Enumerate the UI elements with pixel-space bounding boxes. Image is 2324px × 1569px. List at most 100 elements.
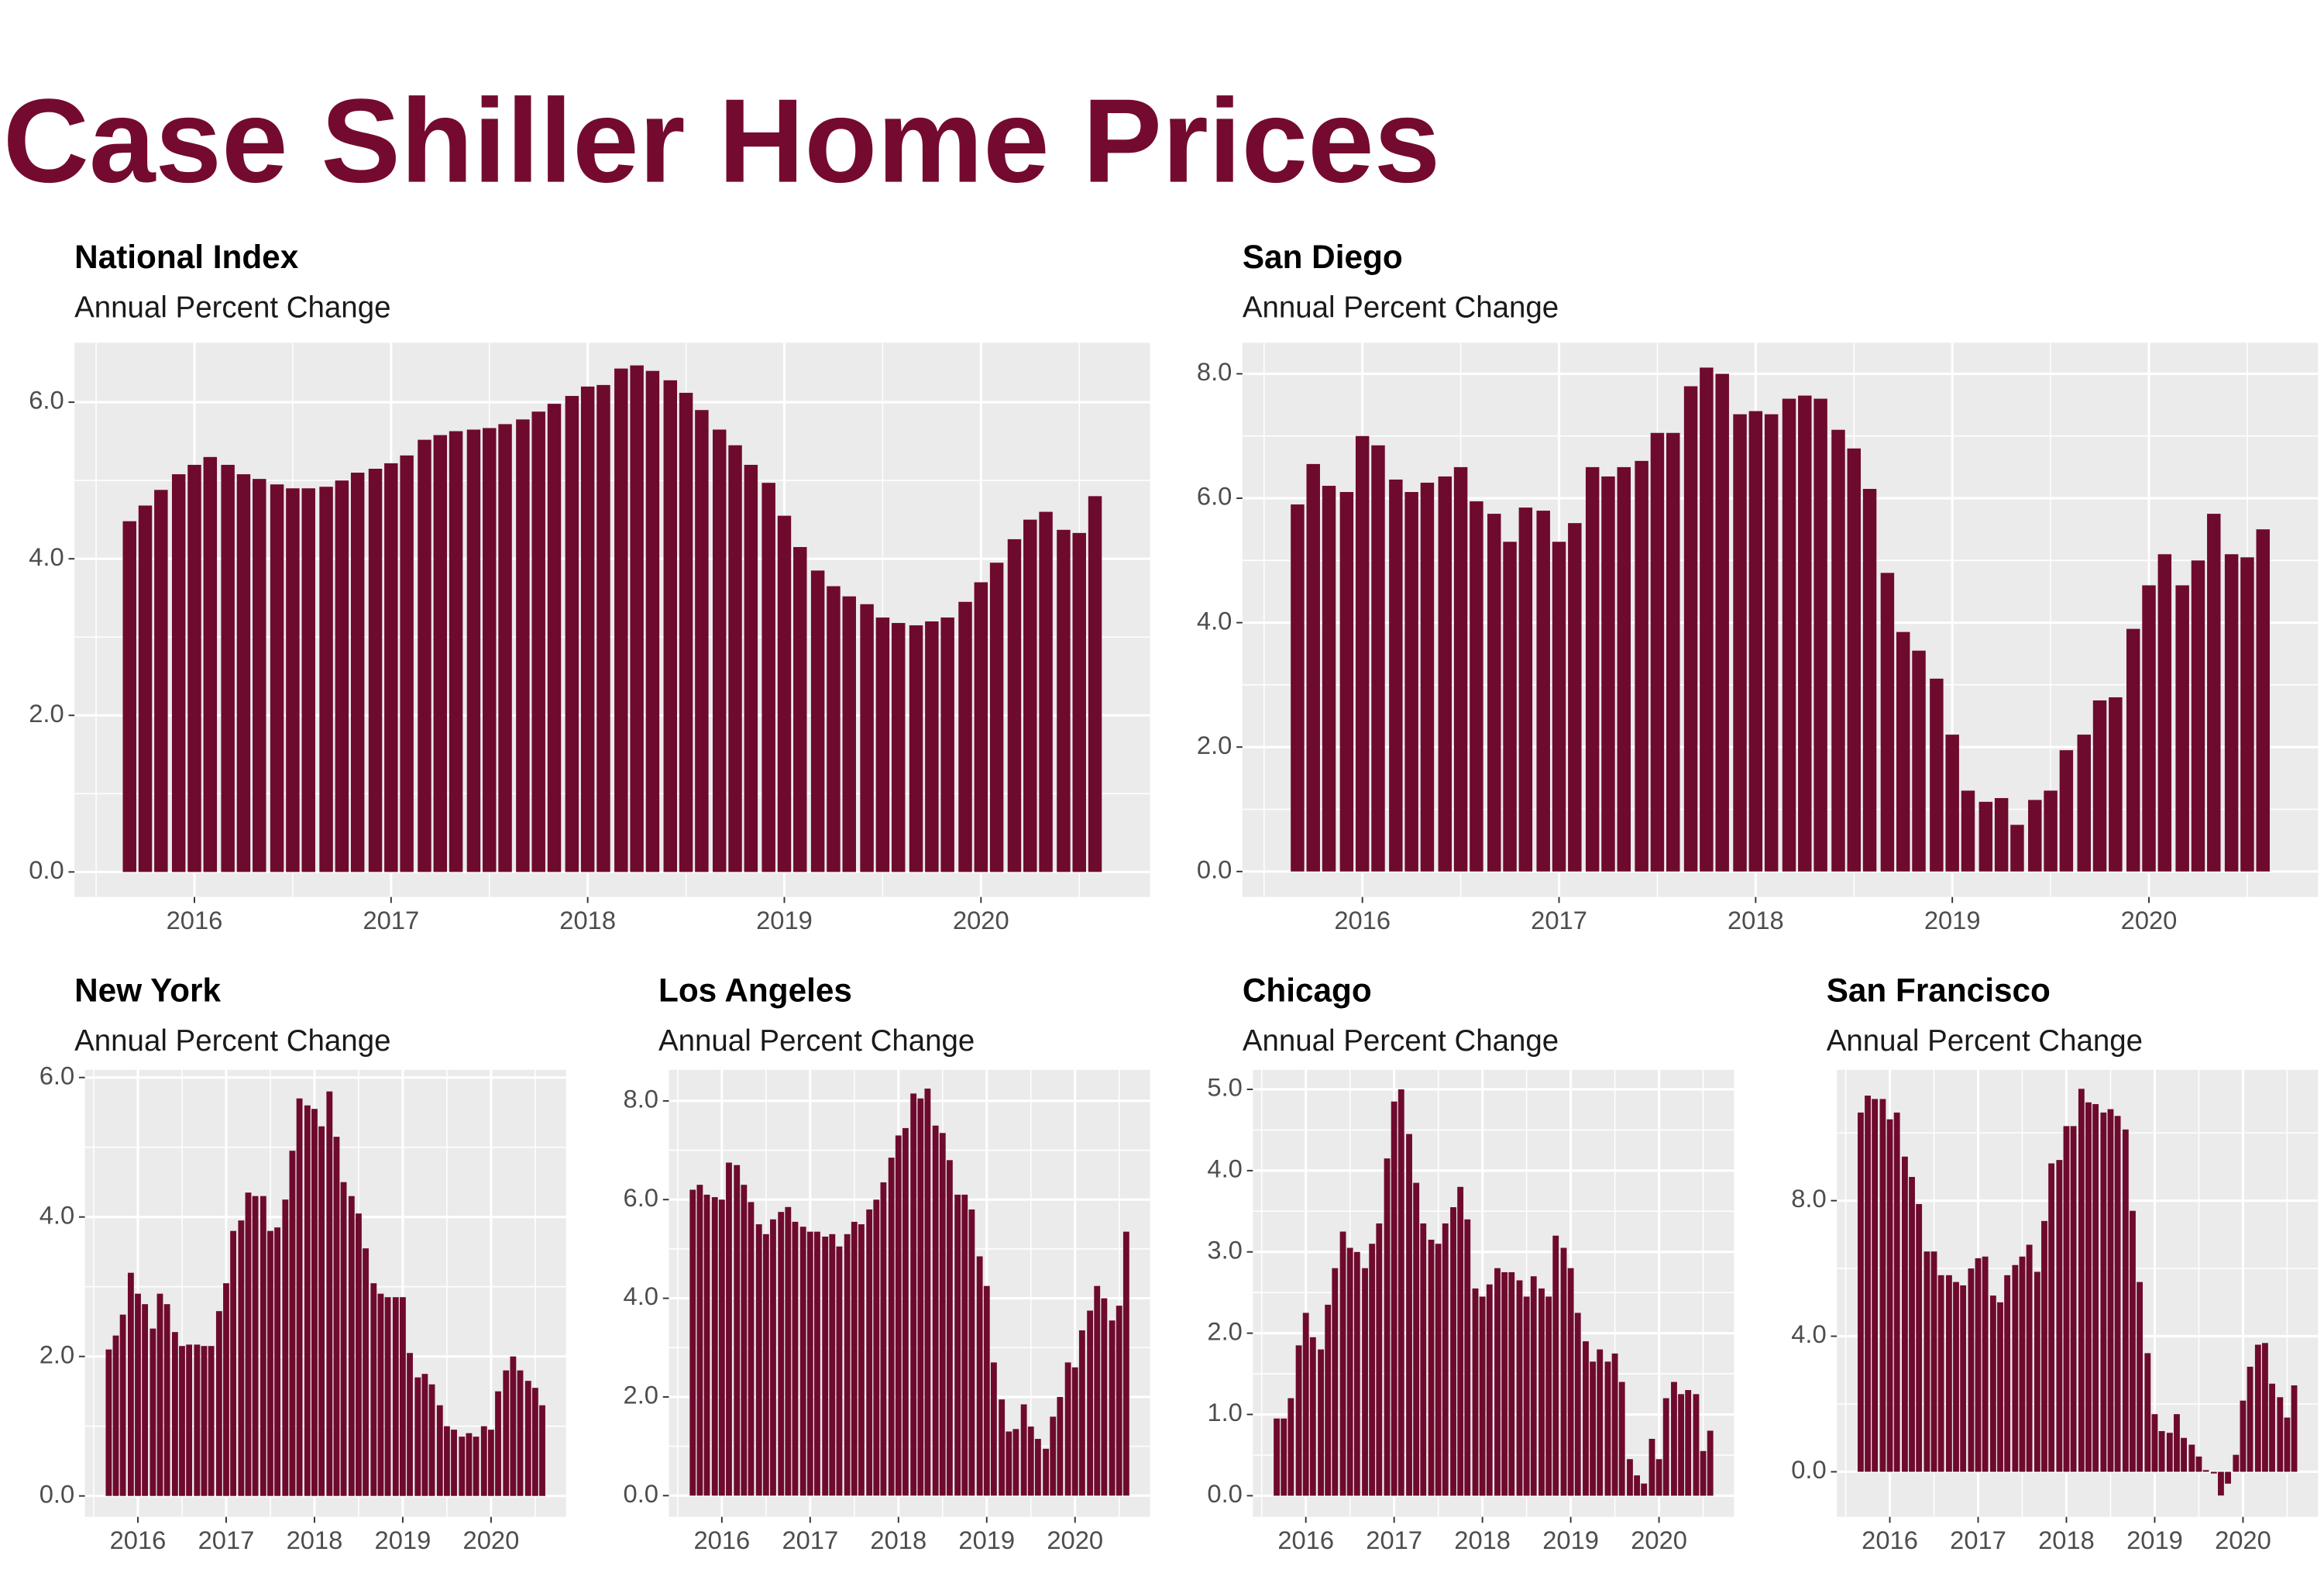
bar [517, 1370, 524, 1496]
bar [524, 1381, 531, 1496]
bar [1442, 1223, 1449, 1496]
bar [1369, 1244, 1376, 1496]
bar [2026, 1244, 2033, 1472]
bar [1604, 1361, 1611, 1496]
bar [810, 570, 825, 872]
bar [1683, 386, 1698, 872]
y-tick-label: 1.0 [1207, 1398, 1242, 1426]
bar [1486, 1284, 1493, 1496]
bar [814, 1231, 820, 1496]
bar [326, 1091, 333, 1496]
bar [910, 1093, 917, 1496]
bar [2078, 1089, 2085, 1472]
bar [1912, 650, 1926, 872]
bar [1886, 1119, 1893, 1472]
bar [2291, 1385, 2298, 1472]
bar [1501, 1271, 1508, 1496]
bar [516, 419, 530, 872]
x-tick-label: 2018 [1454, 1526, 1511, 1554]
panel: Los Angeles Annual Percent Change 0.0 2.0 4.… [624, 972, 1150, 1554]
bar [565, 396, 579, 872]
bar [1945, 1275, 1952, 1472]
x-tick-label: 2019 [2126, 1526, 2183, 1554]
bar [1617, 466, 1631, 872]
bar [156, 1293, 163, 1496]
bar [384, 1297, 391, 1496]
bar [1039, 511, 1053, 872]
bar [924, 1088, 931, 1496]
panel-subtitle: Annual Percent Change [74, 1024, 390, 1058]
bar [1862, 488, 1877, 872]
bar [319, 487, 333, 872]
panel: San Francisco Annual Percent Change 0.0 4.0… [1791, 972, 2319, 1554]
bar [1715, 373, 1729, 872]
y-tick-label: 6.0 [624, 1183, 658, 1212]
bar [433, 435, 448, 872]
bar [1597, 1349, 1604, 1496]
bar [679, 392, 693, 872]
panel-title: San Diego [1243, 239, 1403, 275]
bar [1994, 798, 2009, 872]
y-tick-label: 4.0 [1207, 1154, 1242, 1182]
x-tick-label: 2020 [953, 906, 1009, 934]
panel-subtitle: Annual Percent Change [74, 291, 390, 325]
panel: New York Annual Percent Change 0.0 2.0 4.0 6.… [40, 972, 566, 1554]
bar [1847, 448, 1861, 872]
y-tick-label: 0.0 [624, 1479, 658, 1508]
bar [2044, 790, 2058, 872]
y-tick-label: 8.0 [1791, 1184, 1826, 1213]
bar [844, 1234, 851, 1496]
bar [1627, 1459, 1633, 1496]
y-tick-label: 6.0 [1197, 482, 1232, 511]
bar [531, 411, 545, 872]
bar [2059, 750, 2074, 872]
bar [954, 1194, 961, 1496]
bar [2247, 1366, 2254, 1472]
bar [531, 1388, 538, 1496]
bar [703, 1194, 710, 1496]
bar [2277, 1397, 2284, 1472]
bar [976, 1256, 983, 1496]
bar [414, 1377, 421, 1496]
bar [2233, 1454, 2240, 1472]
bar [466, 1433, 473, 1496]
bar [1116, 1306, 1122, 1496]
bar [728, 445, 742, 872]
x-tick-label: 2020 [1631, 1526, 1687, 1554]
bar [1700, 1450, 1707, 1496]
x-tick-label: 2018 [870, 1526, 927, 1554]
bar [2092, 1103, 2099, 1472]
bar [1655, 1459, 1662, 1496]
bar [260, 1196, 266, 1496]
bar [1057, 529, 1071, 872]
bar [1601, 476, 1615, 872]
bar [932, 1125, 939, 1496]
bar [1930, 678, 1944, 872]
bar [1508, 1271, 1515, 1496]
bar [2191, 560, 2205, 872]
bar [2262, 1343, 2268, 1472]
bar [596, 384, 610, 872]
bar [399, 1297, 406, 1496]
bar [695, 410, 709, 872]
bar [1043, 1448, 1050, 1496]
x-tick-label: 2019 [756, 906, 813, 934]
x-tick-label: 2017 [1531, 906, 1587, 934]
x-tick-label: 2016 [1862, 1526, 1918, 1554]
bar [539, 1405, 545, 1496]
bar [2158, 1431, 2165, 1472]
x-tick-label: 2016 [693, 1526, 750, 1554]
bar [1274, 1418, 1281, 1496]
bar [1064, 1362, 1071, 1496]
bar [1020, 1404, 1027, 1496]
bar [1611, 1353, 1618, 1496]
bar [1457, 1186, 1464, 1496]
bar [748, 1202, 755, 1496]
bar [958, 601, 972, 872]
bar [1707, 1430, 1714, 1496]
bar [1057, 1396, 1064, 1496]
bar [2254, 1344, 2261, 1472]
bar [2092, 700, 2107, 872]
bar [2012, 1264, 2019, 1472]
bar [1733, 414, 1747, 872]
